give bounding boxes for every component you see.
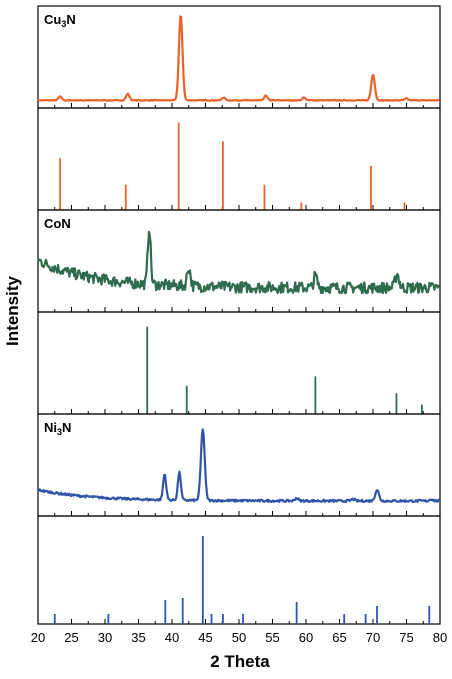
series-line-4 [37,428,440,504]
x-tick-label: 70 [366,630,380,645]
panel-frame [37,107,441,211]
panel-4: Ni3N [37,413,441,517]
panel-3 [37,311,441,415]
panel-frame [37,5,441,109]
panel-0: Cu3N [37,5,441,109]
panel-label-0: Cu3N [44,12,76,29]
panel-frame [37,515,441,625]
x-axis-title: 2 Theta [210,652,270,671]
x-tick-label: 60 [299,630,313,645]
x-tick-label: 65 [332,630,346,645]
x-tick-label: 50 [232,630,246,645]
panel-frame [37,311,441,415]
panel-frame [37,209,441,313]
panel-5 [37,515,441,625]
series-line-0 [37,15,440,102]
x-tick-label: 30 [98,630,112,645]
x-tick-label: 80 [433,630,447,645]
panel-1 [37,107,441,211]
x-tick-label: 55 [265,630,279,645]
x-tick-label: 35 [131,630,145,645]
panel-2: CoN [36,209,441,313]
x-tick-label: 75 [399,630,413,645]
x-tick-label: 20 [31,630,45,645]
panels-group: Cu3N CoN Ni3N [36,5,441,625]
panel-label-2: CoN [44,216,71,231]
x-tick-label: 45 [198,630,212,645]
x-tick-label: 40 [165,630,179,645]
x-axis-ticks: 20 25 30 35 40 45 50 55 60 65 70 75 80 [31,630,447,645]
series-line-2 [36,230,440,295]
y-axis-title: Intensity [3,276,22,346]
panel-label-4: Ni3N [44,420,71,437]
x-tick-label: 25 [64,630,78,645]
